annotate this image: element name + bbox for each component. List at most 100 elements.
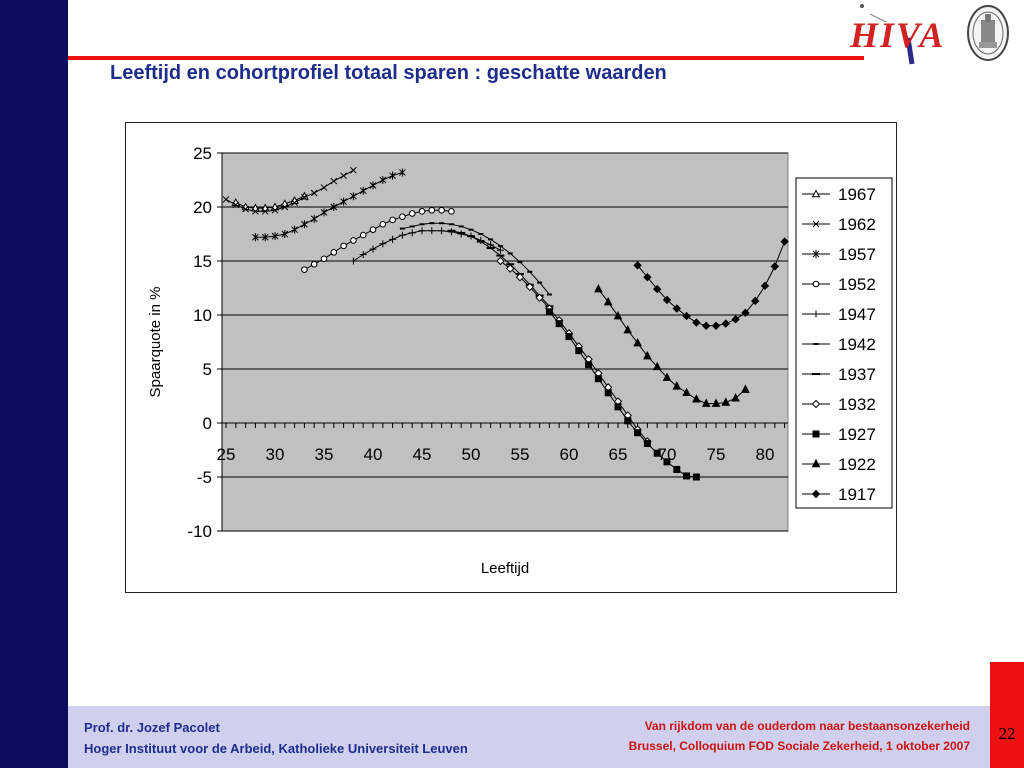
hiva-logo: HIVA	[850, 0, 960, 72]
data-point-1927	[653, 449, 661, 457]
data-point-1927	[565, 333, 573, 341]
data-point-1962	[261, 207, 269, 215]
x-axis-title: Leeftijd	[481, 560, 529, 577]
data-point-1962	[301, 193, 308, 201]
data-point-1922	[731, 393, 740, 402]
data-point-1922	[682, 387, 691, 397]
data-point-1957	[252, 233, 259, 242]
legend-item-1927: 1927	[802, 425, 876, 444]
legend-item-1952: 1952	[802, 275, 876, 294]
series-line-1932	[500, 260, 648, 442]
university-seal-icon	[966, 4, 1010, 62]
data-point-1917	[662, 295, 672, 305]
x-tick-label: 55	[511, 445, 530, 464]
data-point-1932	[525, 282, 535, 292]
y-axis-title: Spaarquote in %	[147, 287, 164, 398]
legend-marker	[811, 489, 821, 499]
data-point-1917	[711, 321, 721, 331]
data-point-1922	[711, 398, 721, 407]
page-number-box: 22	[990, 662, 1024, 768]
series-line-1927	[549, 311, 697, 478]
data-point-1962	[271, 206, 279, 214]
data-point-1922	[701, 398, 711, 407]
series-1957	[252, 168, 406, 242]
hiva-logo-text: HIVA	[850, 15, 946, 55]
data-point-1927	[624, 417, 632, 425]
legend-label: 1967	[838, 185, 876, 204]
data-point-1962	[242, 205, 249, 213]
y-tick-label: -10	[187, 522, 212, 541]
series-line-1957	[255, 171, 403, 238]
data-point-1952	[418, 208, 426, 215]
data-point-1947	[369, 245, 377, 253]
data-point-1952	[399, 213, 406, 221]
data-point-1932	[505, 264, 515, 273]
footer-event-title: Van rijkdom van de ouderdom naar bestaan…	[644, 719, 970, 733]
y-tick-label: 15	[193, 252, 212, 271]
legend-marker	[812, 280, 820, 288]
header-rule	[68, 56, 864, 60]
footer-author: Prof. dr. Jozef Pacolet	[84, 720, 220, 735]
data-point-1962	[252, 207, 259, 215]
data-point-1957	[320, 208, 328, 217]
legend-marker	[811, 458, 821, 468]
legend-label: 1942	[838, 335, 876, 354]
legend-item-1957: 1957	[802, 245, 876, 264]
data-point-1952	[438, 206, 445, 214]
data-point-1917	[750, 296, 760, 306]
footer-institution: Hoger Instituut voor de Arbeid, Katholie…	[84, 741, 468, 756]
legend-item-1962: 1962	[802, 215, 876, 234]
series-line-1922	[598, 288, 746, 405]
data-point-1952	[310, 260, 318, 268]
data-point-1922	[613, 310, 623, 320]
data-point-1957	[291, 225, 298, 234]
legend-marker	[812, 310, 820, 318]
legend-label: 1937	[838, 365, 876, 384]
legend-label: 1947	[838, 305, 876, 324]
data-point-1957	[271, 232, 279, 241]
data-point-1952	[340, 242, 347, 250]
data-point-1927	[594, 375, 602, 383]
data-point-1947	[359, 251, 367, 259]
data-point-1957	[359, 186, 367, 195]
data-point-1927	[614, 403, 622, 411]
data-point-1952	[359, 231, 367, 239]
legend-item-1967: 1967	[802, 185, 876, 204]
data-point-1927	[555, 320, 563, 328]
data-point-1927	[673, 465, 681, 473]
data-point-1952	[330, 249, 338, 256]
data-point-1917	[692, 318, 701, 327]
data-point-1952	[320, 255, 328, 263]
y-tick-label: 20	[193, 198, 212, 217]
data-point-1947	[389, 235, 397, 243]
legend-label: 1952	[838, 275, 876, 294]
y-tick-label: 25	[193, 144, 212, 163]
x-tick-label: 70	[658, 445, 677, 464]
data-point-1917	[721, 319, 731, 328]
data-point-1947	[408, 229, 416, 237]
data-point-1932	[515, 272, 525, 282]
data-point-1962	[291, 199, 298, 207]
data-point-1917	[643, 272, 652, 282]
data-point-1927	[634, 429, 642, 437]
data-point-1962	[222, 196, 230, 203]
data-point-1947	[398, 231, 406, 239]
data-point-1962	[350, 166, 357, 174]
data-point-1927	[692, 473, 700, 481]
data-point-1952	[301, 266, 308, 273]
y-tick-label: 0	[203, 414, 212, 433]
hiva-logo-mark	[860, 4, 915, 65]
data-point-1952	[389, 216, 396, 224]
data-point-1957	[310, 214, 318, 223]
data-point-1917	[741, 308, 750, 318]
data-point-1917	[770, 262, 780, 271]
legend-item-1942: 1942	[802, 335, 876, 354]
data-point-1957	[389, 171, 396, 180]
data-point-1947	[379, 240, 387, 248]
data-point-1962	[340, 172, 347, 180]
y-tick-label: 10	[193, 306, 212, 325]
data-point-1957	[369, 181, 377, 190]
series-line-1942	[402, 222, 550, 295]
chart-container: 25 20 15 10 5 0 -5 -10 25 30 35 40 45 50 55 60 65 70 75 80 L…	[125, 122, 897, 593]
data-point-1957	[330, 203, 338, 211]
